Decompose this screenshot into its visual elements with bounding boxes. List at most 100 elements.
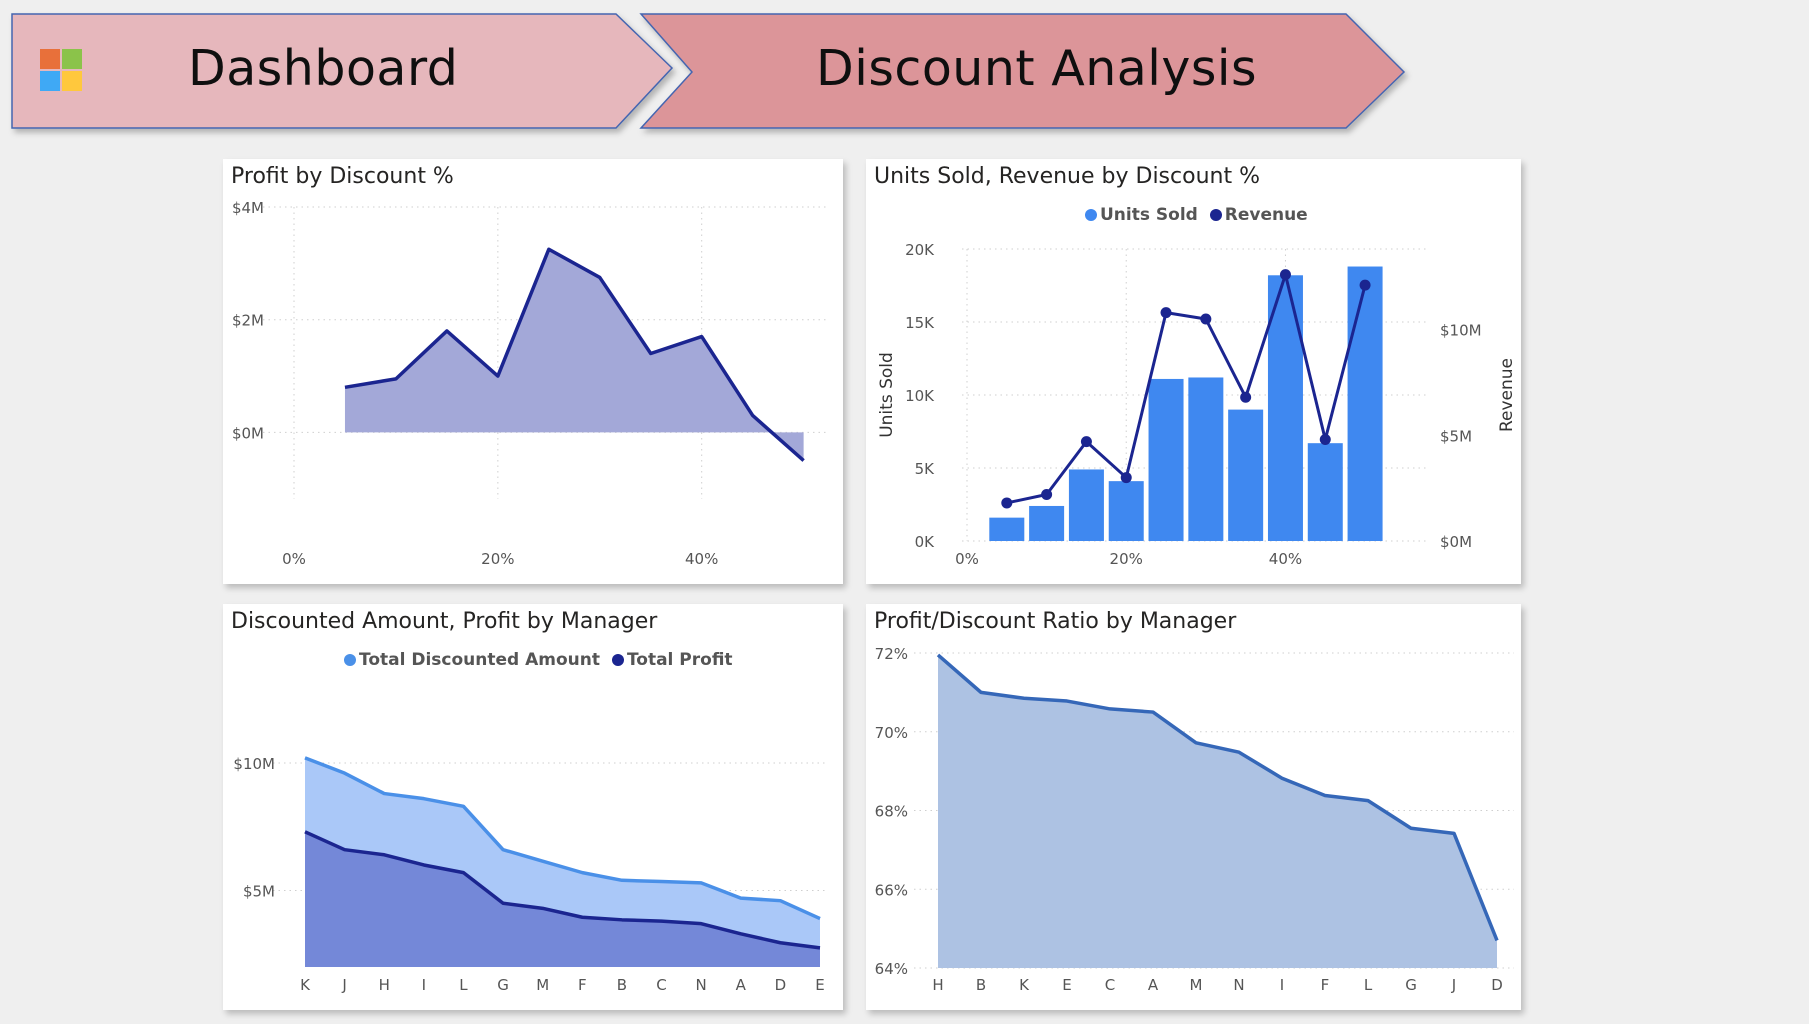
y-tick-label: 64% xyxy=(875,960,908,978)
revenue-point xyxy=(1359,279,1371,291)
x-tick-label: 20% xyxy=(481,550,514,568)
x-tick-label: 20% xyxy=(1110,550,1143,568)
y-tick-label: 68% xyxy=(875,803,908,821)
legend-item-revenue[interactable]: Revenue xyxy=(1209,205,1308,225)
profit-by-discount-card[interactable]: Profit by Discount % $0M $2M $4M 0% 20% 40% xyxy=(223,159,843,584)
x-tick-label: I xyxy=(422,976,426,994)
x-tick-label: A xyxy=(1148,976,1159,994)
discount-analysis-tab-shape[interactable] xyxy=(639,13,1406,129)
revenue-point xyxy=(1041,488,1053,500)
logo-square-blue xyxy=(40,71,60,91)
units-sold-bar xyxy=(1108,481,1144,541)
y-right-tick-label: $10M xyxy=(1440,322,1482,340)
y-tick-label: 66% xyxy=(875,881,908,899)
x-tick-label: J xyxy=(341,976,346,994)
legend-dot xyxy=(344,654,356,666)
x-tick-label: F xyxy=(1321,976,1330,994)
page-title: Discount Analysis xyxy=(816,40,1258,97)
x-tick-label: L xyxy=(1364,976,1373,994)
logo-square-yellow xyxy=(62,71,82,91)
x-tick-label: K xyxy=(1019,976,1030,994)
discounted-amount-line xyxy=(304,756,821,921)
units-sold-bar xyxy=(989,517,1025,541)
revenue-point xyxy=(1080,436,1092,448)
units-sold-bar xyxy=(1029,505,1065,541)
revenue-point xyxy=(1160,307,1172,319)
y-left-tick-label: 20K xyxy=(905,241,935,259)
units-revenue-card[interactable]: Units Sold, Revenue by Discount % Units … xyxy=(866,159,1521,584)
chart-title: Profit by Discount % xyxy=(231,164,454,189)
legend-label: Revenue xyxy=(1224,205,1308,225)
y-tick-label: $0M xyxy=(232,424,264,442)
dashboard-nav-label[interactable]: Dashboard xyxy=(188,40,459,97)
chart-title: Units Sold, Revenue by Discount % xyxy=(874,164,1260,189)
y-left-tick-label: 15K xyxy=(905,314,935,332)
x-tick-label: C xyxy=(656,976,666,994)
ratio-line xyxy=(936,653,1499,942)
x-tick-label: 40% xyxy=(1269,550,1302,568)
ratio-manager-chart: 64% 66% 68% 70% 72% H B K E C A M N I F L G J D xyxy=(875,645,1514,994)
legend-label: Total Discounted Amount xyxy=(359,650,601,670)
x-tick-label: 40% xyxy=(685,550,718,568)
y-left-tick-label: 0K xyxy=(915,533,936,551)
ratio-area xyxy=(938,654,1497,968)
x-tick-label: D xyxy=(775,976,787,994)
ratio-manager-card[interactable]: Profit/Discount Ratio by Manager 64% 66% 6… xyxy=(866,604,1521,1010)
x-tick-label: B xyxy=(976,976,986,994)
x-tick-label: H xyxy=(379,976,390,994)
dashboard-tab-shape[interactable] xyxy=(11,13,674,129)
revenue-point xyxy=(1200,313,1212,325)
revenue-point xyxy=(1279,269,1291,281)
y-tick-label: $4M xyxy=(232,199,264,217)
revenue-line xyxy=(1006,273,1367,505)
x-tick-label: M xyxy=(1190,976,1203,994)
x-tick-label: H xyxy=(932,976,943,994)
x-tick-label: D xyxy=(1491,976,1503,994)
x-tick-label: F xyxy=(578,976,587,994)
chart-title: Profit/Discount Ratio by Manager xyxy=(874,609,1237,634)
logo-square-green xyxy=(62,49,82,69)
x-tick-label: N xyxy=(696,976,707,994)
x-tick-label: A xyxy=(736,976,747,994)
legend-label: Units Sold xyxy=(1100,205,1198,225)
x-tick-label: N xyxy=(1233,976,1244,994)
legend-item-total-profit[interactable]: Total Profit xyxy=(611,650,733,670)
legend-dot xyxy=(1209,209,1222,221)
x-tick-label: C xyxy=(1105,976,1115,994)
legend-dot xyxy=(1085,209,1097,221)
revenue-point xyxy=(1240,391,1252,403)
units-sold-bar xyxy=(1148,378,1184,541)
y-right-tick-label: $5M xyxy=(1440,427,1472,445)
legend-item-total-discounted-amount[interactable]: Total Discounted Amount xyxy=(344,650,600,670)
y-tick-label: $5M xyxy=(243,882,275,900)
profit-area xyxy=(344,249,804,461)
profit-line xyxy=(344,247,805,462)
units-sold-bar xyxy=(1188,377,1224,541)
discounted-profit-manager-card[interactable]: Discounted Amount, Profit by Manager Tot… xyxy=(223,604,843,1010)
y-right-tick-label: $0M xyxy=(1440,533,1472,551)
x-tick-label: G xyxy=(1405,976,1417,994)
y-right-axis-title: Revenue xyxy=(1497,358,1517,432)
units-sold-bar xyxy=(1347,266,1383,541)
x-tick-label: 0% xyxy=(955,550,979,568)
chart-legend: Total Discounted Amount Total Profit xyxy=(344,650,739,670)
profit-area xyxy=(305,831,820,967)
y-tick-label: $10M xyxy=(233,755,275,773)
x-tick-label: L xyxy=(459,976,468,994)
x-tick-label: K xyxy=(300,976,311,994)
logo-square-orange xyxy=(40,49,60,69)
x-tick-label: J xyxy=(1451,976,1456,994)
units-sold-bar xyxy=(1228,409,1264,541)
legend-item-units-sold[interactable]: Units Sold xyxy=(1085,205,1198,225)
x-tick-label: G xyxy=(497,976,509,994)
x-tick-label: E xyxy=(815,976,824,994)
chart-legend: Units Sold Revenue xyxy=(1085,205,1314,225)
revenue-point xyxy=(1319,434,1331,446)
legend-label: Total Profit xyxy=(626,650,733,670)
units-sold-bar xyxy=(1068,469,1104,541)
revenue-point xyxy=(1001,497,1013,509)
y-left-tick-label: 10K xyxy=(905,387,935,405)
x-tick-label: B xyxy=(617,976,627,994)
y-tick-label: 70% xyxy=(875,724,908,742)
x-tick-label: I xyxy=(1280,976,1284,994)
